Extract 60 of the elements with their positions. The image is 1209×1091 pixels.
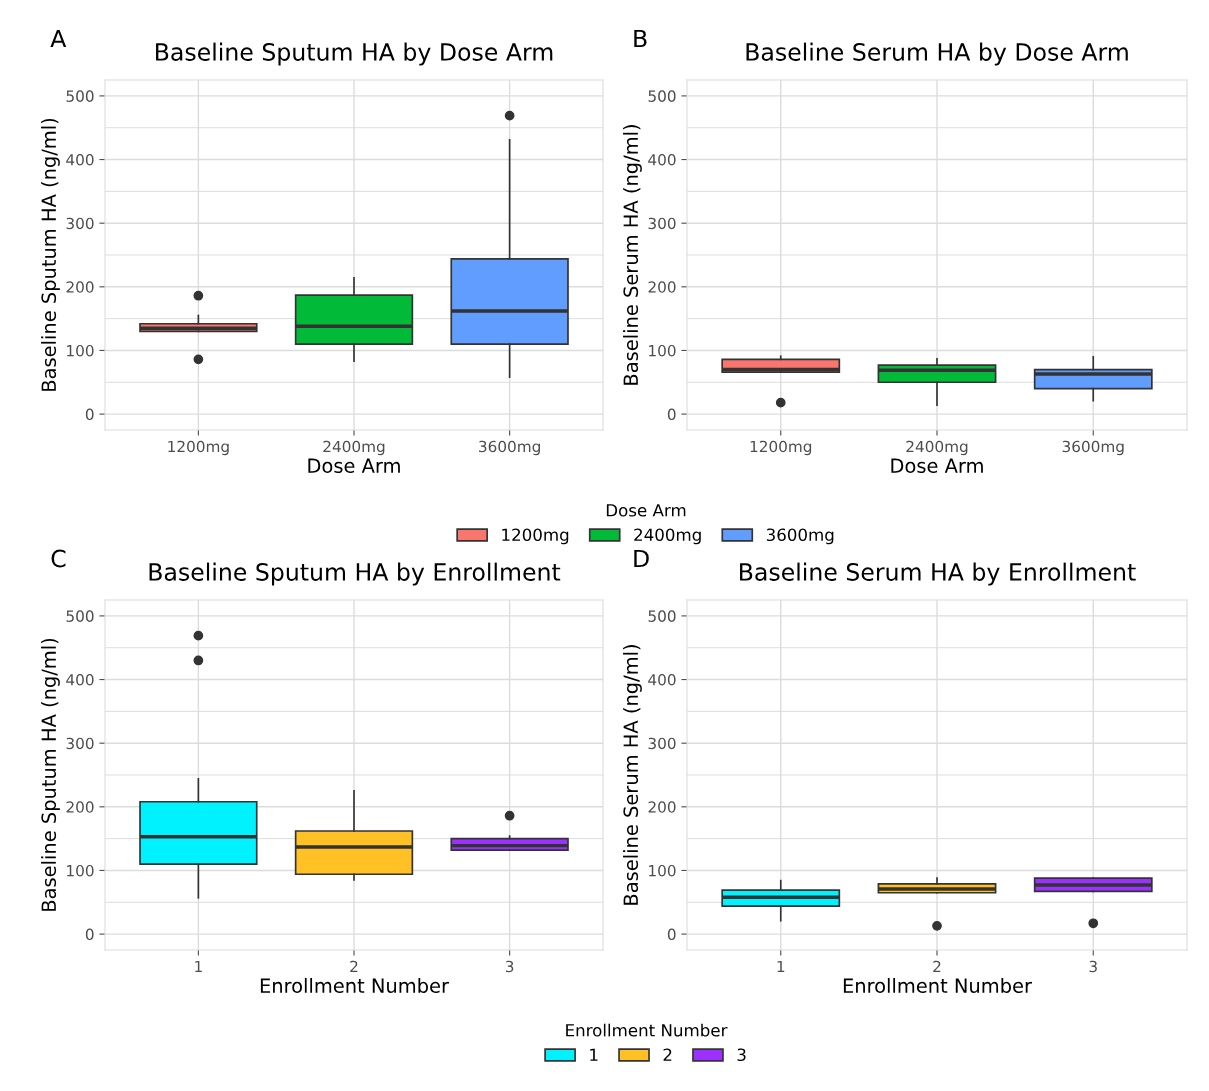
x-axis-title: Dose Arm xyxy=(308,458,400,474)
y-tick-label: 0 xyxy=(667,408,676,421)
legend-title: Enrollment Number xyxy=(566,1023,728,1037)
y-axis-title: Baseline Serum HA (ng/ml) xyxy=(623,645,642,905)
x-tick-label: 1200mg xyxy=(750,440,812,456)
y-tick-label: 0 xyxy=(667,928,676,941)
y-tick-label: 400 xyxy=(648,674,676,686)
y-tick-label: 300 xyxy=(648,737,676,750)
x-tick-label: 3600mg xyxy=(1062,440,1124,456)
x-tick-label: 1 xyxy=(777,960,785,973)
legend-label: 1200mg xyxy=(502,528,569,545)
legend-label: 2400mg xyxy=(634,528,701,545)
legend-title: Dose Arm xyxy=(606,504,686,517)
y-tick-label: 500 xyxy=(66,90,94,102)
y-tick-label: 100 xyxy=(67,864,94,877)
y-tick-label: 200 xyxy=(648,801,676,813)
y-tick-label: 400 xyxy=(648,154,676,166)
y-tick-label: 0 xyxy=(85,408,94,421)
x-tick-label: 2 xyxy=(933,960,941,973)
x-tick-label: 2400mg xyxy=(906,440,968,456)
x-tick-label: 2 xyxy=(350,960,358,973)
text: D xyxy=(634,549,649,568)
text: A xyxy=(50,29,67,48)
x-tick-label: 3 xyxy=(1089,960,1097,973)
x-tick-label: 2400mg xyxy=(323,440,385,456)
chart-title: Baseline Sputum HA by Enrollment xyxy=(149,562,561,586)
y-tick-label: 100 xyxy=(67,344,94,357)
y-tick-label: 100 xyxy=(649,864,676,877)
x-tick-label: 3 xyxy=(505,960,514,973)
y-axis-title: Baseline Serum HA (ng/ml) xyxy=(623,125,642,385)
y-axis-title: Baseline Sputum HA (ng/ml) xyxy=(41,638,60,911)
x-axis-title: Enrollment Number xyxy=(260,977,449,994)
x-tick-label: 3600mg xyxy=(479,440,540,456)
text: B xyxy=(634,29,647,48)
chart-title: Baseline Serum HA by Dose Arm xyxy=(746,42,1128,66)
y-tick-label: 500 xyxy=(648,90,676,102)
y-tick-label: 300 xyxy=(66,217,94,230)
y-tick-label: 500 xyxy=(648,610,676,622)
y-tick-label: 200 xyxy=(66,281,94,293)
y-axis-title: Baseline Sputum HA (ng/ml) xyxy=(41,118,60,391)
y-tick-label: 200 xyxy=(648,281,676,293)
x-axis-title: Dose Arm xyxy=(891,458,983,474)
y-tick-label: 400 xyxy=(66,674,94,686)
legend-label: 2 xyxy=(663,1048,672,1061)
chart-title: Baseline Serum HA by Enrollment xyxy=(740,562,1136,586)
legend-label: 3 xyxy=(737,1048,746,1062)
y-tick-label: 400 xyxy=(66,154,94,166)
y-tick-label: 300 xyxy=(66,737,94,750)
y-tick-label: 300 xyxy=(648,217,676,230)
x-tick-label: 1 xyxy=(195,960,202,973)
y-tick-label: 500 xyxy=(66,610,94,622)
chart-title: Baseline Sputum HA by Dose Arm xyxy=(156,42,553,66)
x-tick-label: 1200mg xyxy=(168,440,229,456)
y-tick-label: 200 xyxy=(66,801,94,813)
x-axis-title: Enrollment Number xyxy=(843,977,1032,994)
legend-label: 1 xyxy=(590,1048,598,1061)
y-tick-label: 100 xyxy=(649,344,676,357)
legend-label: 3600mg xyxy=(766,528,834,545)
y-tick-label: 0 xyxy=(85,928,94,941)
text: C xyxy=(51,549,66,568)
